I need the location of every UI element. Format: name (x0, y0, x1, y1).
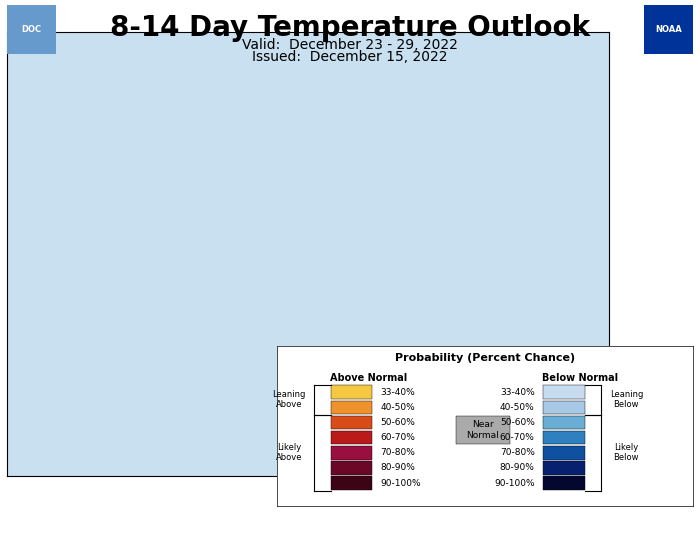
Bar (330, 461, 372, 474)
Text: 90-100%: 90-100% (494, 479, 535, 487)
Bar (330, 415, 372, 429)
Text: 60-70%: 60-70% (500, 433, 535, 442)
Text: 50-60%: 50-60% (381, 418, 416, 427)
Bar (543, 385, 584, 399)
Text: Valid:  December 23 - 29, 2022: Valid: December 23 - 29, 2022 (242, 38, 458, 52)
Bar (330, 476, 372, 490)
Bar (543, 476, 584, 490)
Text: NOAA: NOAA (655, 25, 682, 34)
Text: 8-14 Day Temperature Outlook: 8-14 Day Temperature Outlook (110, 14, 590, 42)
Text: Probability (Percent Chance): Probability (Percent Chance) (395, 353, 575, 362)
Text: DOC: DOC (22, 25, 41, 34)
Text: 40-50%: 40-50% (500, 403, 535, 412)
Text: 70-80%: 70-80% (500, 448, 535, 457)
Bar (330, 446, 372, 459)
Text: Above Normal: Above Normal (330, 373, 407, 384)
Bar (543, 400, 584, 414)
Text: 80-90%: 80-90% (500, 464, 535, 472)
Text: Near
Normal: Near Normal (466, 420, 499, 440)
Bar (543, 415, 584, 429)
Text: Leaning
Above: Leaning Above (272, 390, 306, 410)
Bar (330, 431, 372, 444)
Bar (543, 446, 584, 459)
Bar (543, 461, 584, 474)
Text: 80-90%: 80-90% (381, 464, 416, 472)
Text: Issued:  December 15, 2022: Issued: December 15, 2022 (252, 50, 448, 64)
Text: Likely
Above: Likely Above (276, 443, 302, 463)
Bar (330, 400, 372, 414)
Text: 33-40%: 33-40% (381, 387, 415, 397)
Text: 50-60%: 50-60% (500, 418, 535, 427)
Text: 90-100%: 90-100% (381, 479, 421, 487)
Text: Below Normal: Below Normal (542, 373, 619, 384)
Text: 60-70%: 60-70% (381, 433, 416, 442)
Bar (330, 385, 372, 399)
Text: Likely
Below: Likely Below (614, 443, 639, 463)
Text: 33-40%: 33-40% (500, 387, 535, 397)
Bar (543, 431, 584, 444)
Bar (456, 415, 510, 444)
Text: 70-80%: 70-80% (381, 448, 416, 457)
Text: Leaning
Below: Leaning Below (610, 390, 643, 410)
Text: 40-50%: 40-50% (381, 403, 415, 412)
